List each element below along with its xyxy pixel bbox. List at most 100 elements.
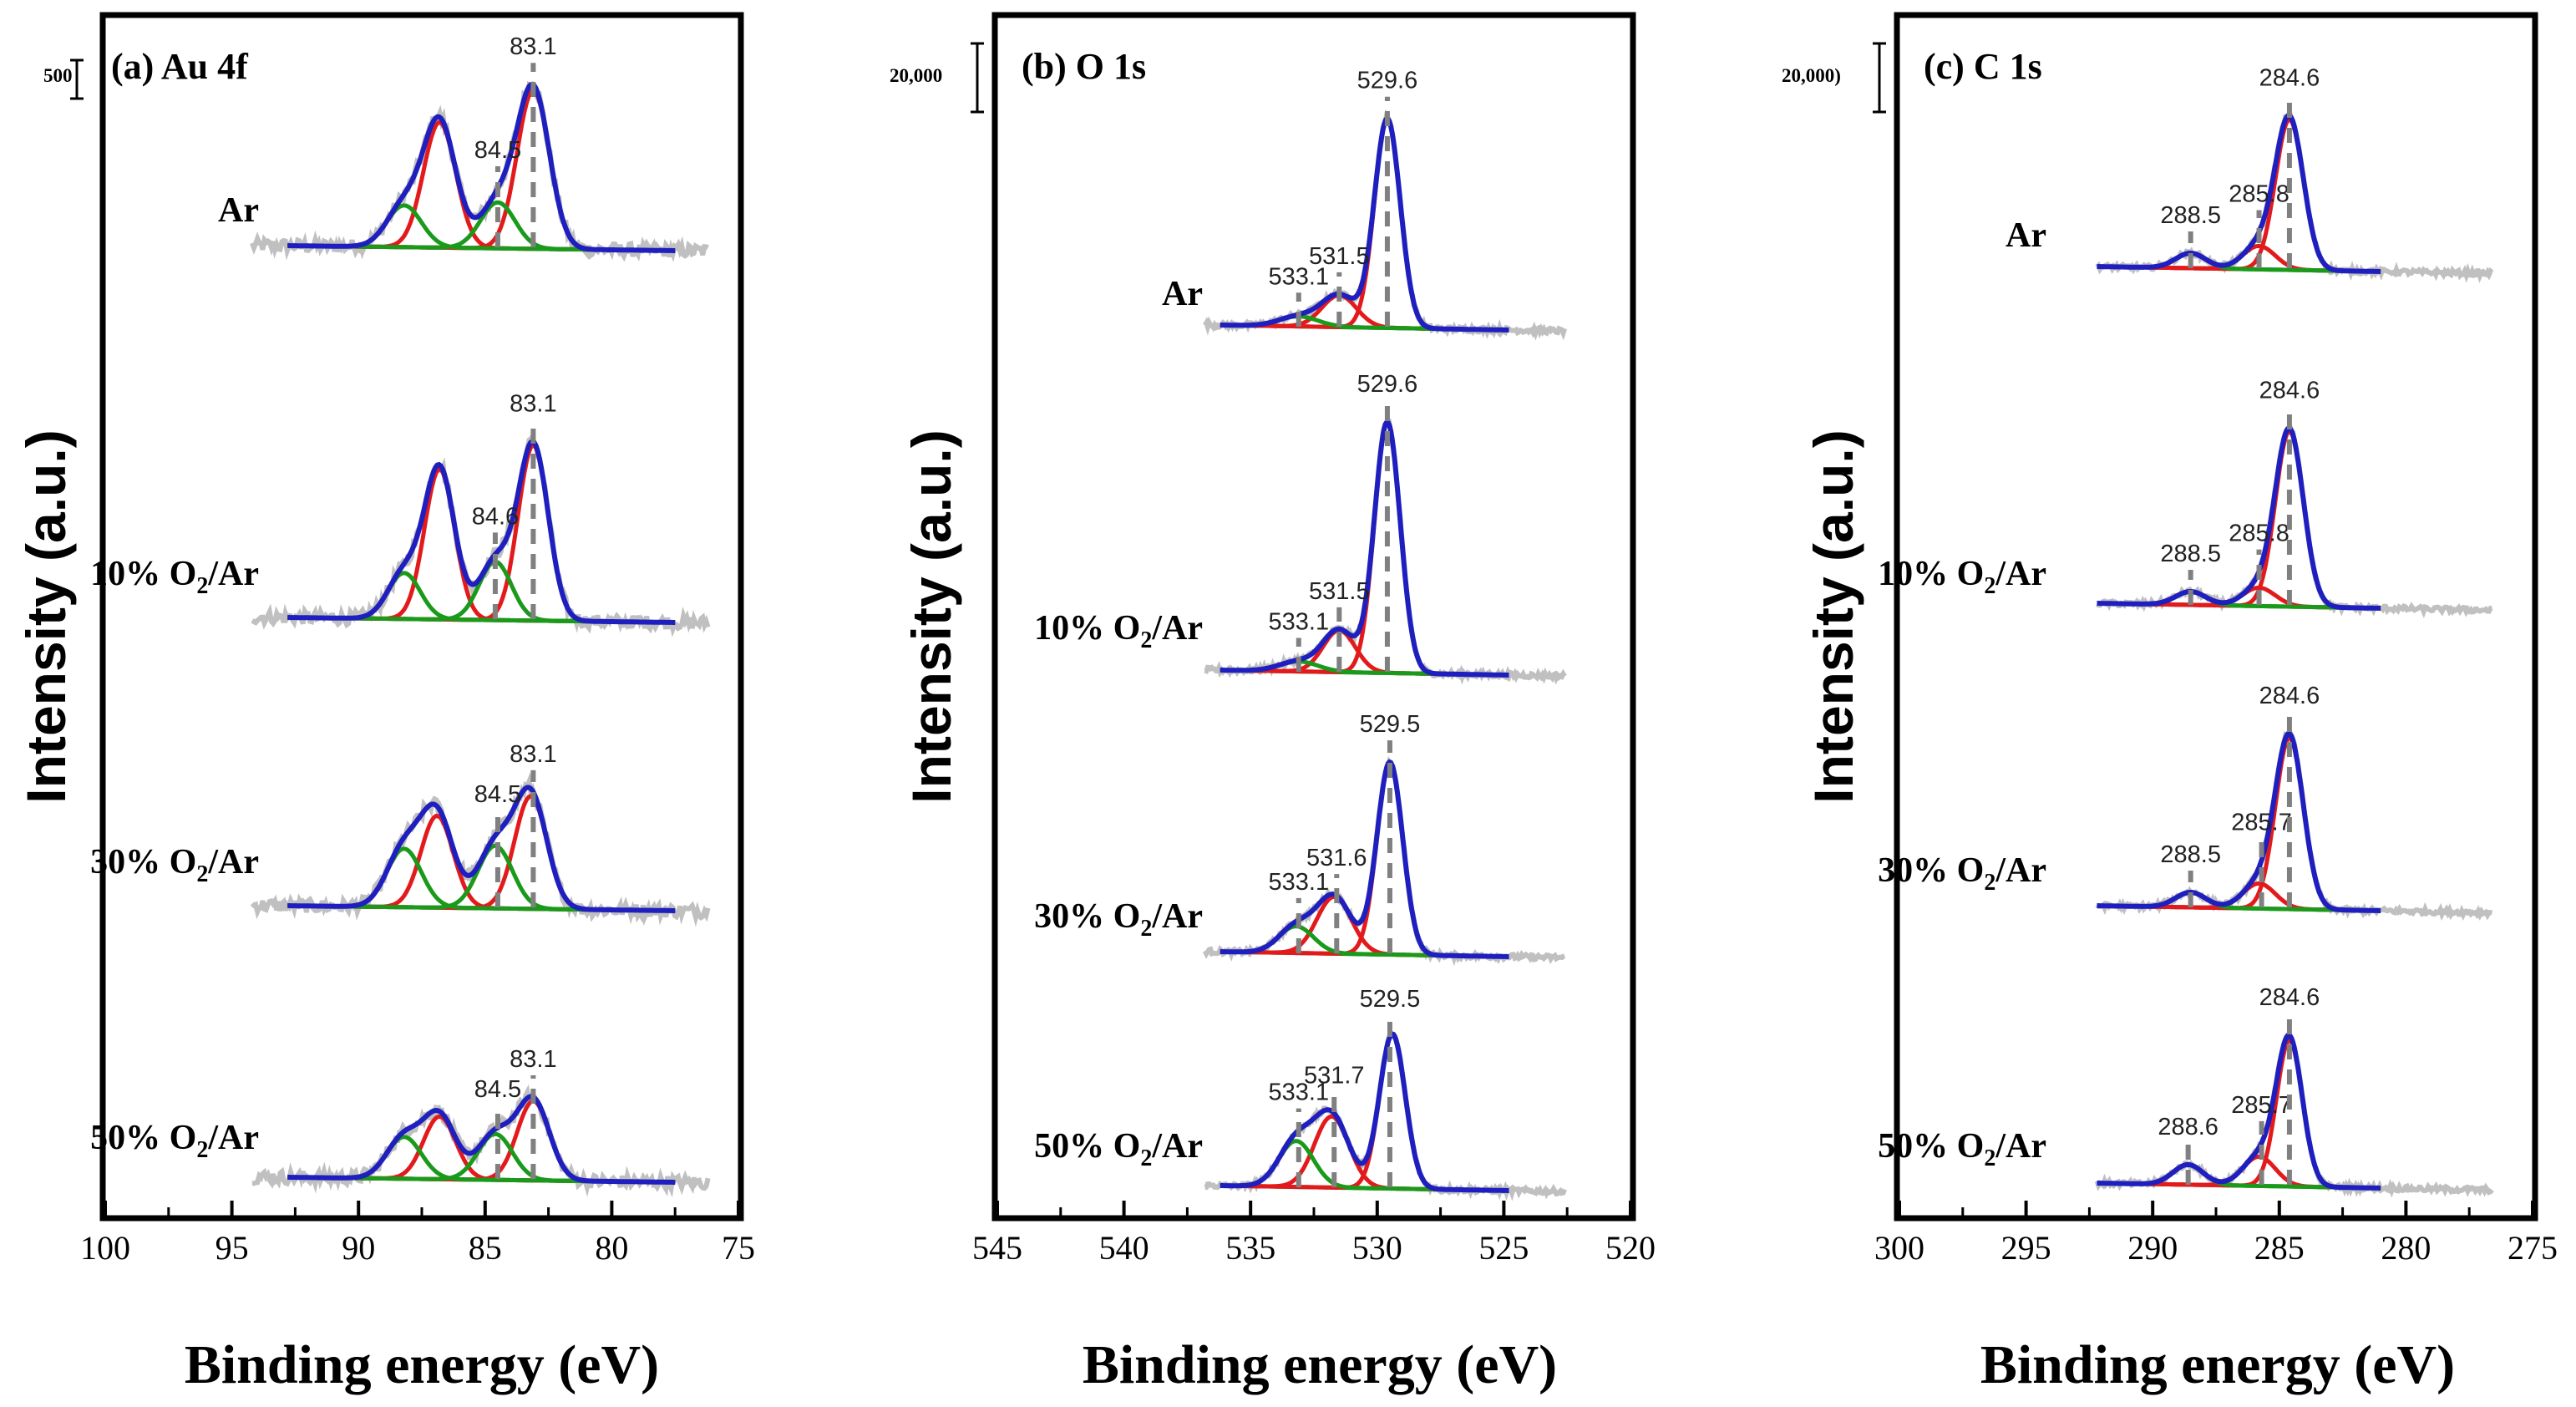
scale-bar [70,58,84,100]
spectrum-3: 84.5 83.1 [251,1046,711,1198]
scale-bar [971,42,984,114]
x-tick-label: 540 [1099,1229,1149,1267]
peak-label: 288.5 [2160,202,2221,229]
peak-label: 285.7 [2231,1092,2292,1119]
peak-label: 284.6 [2259,377,2320,404]
panel-frame [1894,12,2538,1222]
x-tick-label: 295 [2001,1229,2051,1267]
sample-label: Ar [218,191,259,230]
sample-label: Ar [2006,216,2046,255]
x-tick-label: 535 [1225,1229,1275,1267]
panel-frame [99,12,744,1222]
x-tick-label: 90 [342,1229,375,1267]
x-tick-label: 95 [216,1229,249,1267]
y-axis-label: Intensity (a.u.) [900,429,962,803]
peak-label: 285.8 [2229,180,2289,207]
x-tick-label: 275 [2508,1229,2558,1267]
raw-data [1204,418,1567,685]
panel-o1s: (b) O 1s Intensity (a.u.) Binding energy… [890,12,1656,1395]
peak-label: 288.5 [2160,841,2221,868]
spectra: 533.1 531.5 529.6 533.1 531.5 529.6 533.1531.6… [1202,68,1568,1201]
x-tick-label: 530 [1352,1229,1402,1267]
sample-label: 50% O2/Ar [1878,1127,2046,1171]
fit-envelope [1220,759,1509,959]
peak-label: 533.1 [1269,1079,1330,1106]
component-0 [1220,419,1509,678]
raw-data [251,1084,711,1198]
spectrum-0: 84.5 83.1 [250,33,709,262]
fit-envelope [287,81,676,253]
spectrum-2: 288.5 285.7 284.6 [2095,683,2493,922]
x-tick-label: 290 [2127,1229,2178,1267]
x-tick-label: 300 [1874,1229,1924,1267]
raw-data [1203,109,1568,341]
component-0 [1220,1032,1509,1193]
x-ticks: 545 540 535 530 525 520 [972,1201,1656,1267]
spectrum-2: 84.5 83.1 [250,741,711,927]
x-axis-label: Binding energy (eV) [1083,1334,1557,1395]
spectrum-1: 288.5 285.8 284.6 [2095,377,2493,619]
x-tick-label: 285 [2254,1229,2305,1267]
fit-envelope [2097,112,2381,274]
x-axis-label: Binding energy (eV) [1980,1334,2455,1395]
sample-label: Ar [1162,275,1203,313]
x-tick-label: 85 [469,1229,502,1267]
spectra: 84.5 83.1 84.6 83.1 84.5 83.1 84.5 83.1 [250,33,711,1198]
component-0 [287,87,676,253]
spectrum-1: 84.6 83.1 [251,390,711,637]
panel-c1s: (c) C 1s Intensity (a.u.) Binding energy… [1782,12,2558,1395]
sample-label: 30% O2/Ar [1034,897,1203,942]
x-tick-label: 280 [2381,1229,2431,1267]
sample-label: 10% O2/Ar [1878,555,2046,599]
sample-label: 30% O2/Ar [90,843,259,887]
component-0 [1220,116,1509,333]
spectrum-1: 533.1 531.5 529.6 [1204,371,1567,685]
peak-label: 533.1 [1269,869,1330,896]
sample-label: 50% O2/Ar [1034,1127,1203,1171]
x-tick-label: 525 [1478,1229,1529,1267]
peak-label: 531.5 [1309,578,1370,605]
peak-label: 529.6 [1357,371,1418,398]
spectra: 288.5 285.8 284.6 288.5 285.8 284.6 288.5 285.7… [2094,64,2494,1198]
fit-envelope [287,438,676,625]
sample-label: 30% O2/Ar [1878,851,2046,896]
fit-envelope [2097,730,2381,913]
panel-au4f: (a) Au 4f Intensity (a.u.) Binding energ… [15,12,755,1395]
component-1 [287,467,676,625]
peak-label: 529.5 [1360,711,1421,738]
fit-envelope [1220,115,1509,333]
x-tick-label: 80 [595,1229,628,1267]
x-ticks: 100 95 90 85 80 75 [80,1201,755,1267]
fit-envelope [2097,424,2381,611]
peak-label: 529.5 [1360,986,1421,1013]
peak-label: 531.5 [1309,243,1370,270]
scale-bar [1873,42,1886,114]
scale-bar-label: 20,000 [890,65,942,86]
peak-label: 531.7 [1304,1062,1365,1089]
peak-label: 288.6 [2158,1114,2219,1140]
peak-label: 288.5 [2160,541,2221,567]
x-tick-label: 545 [972,1229,1022,1267]
sample-label: 10% O2/Ar [90,555,259,599]
panel-title: (a) Au 4f [111,46,249,87]
peak-label: 285.8 [2229,521,2289,547]
raw-data [250,80,709,262]
y-axis-label: Intensity (a.u.) [1803,429,1864,803]
peak-label: 529.6 [1357,68,1418,94]
peak-label: 83.1 [510,741,556,768]
spectrum-0: 288.5 285.8 284.6 [2095,64,2494,283]
peak-label: 284.6 [2259,64,2320,91]
sample-label: 50% O2/Ar [90,1119,259,1163]
sample-labels: Ar 10% O2/Ar 30% O2/Ar 50% O2/Ar [1878,216,2046,1171]
fit-envelope [287,1094,676,1185]
raw-data [251,430,711,637]
sample-labels: Ar 10% O2/Ar 30% O2/Ar 50% O2/Ar [90,191,259,1163]
component-0 [287,442,676,625]
peak-label: 83.1 [510,33,556,60]
peak-label: 84.5 [474,1076,521,1103]
peak-label: 83.1 [510,1046,556,1073]
fit-envelope [2097,1032,2381,1191]
